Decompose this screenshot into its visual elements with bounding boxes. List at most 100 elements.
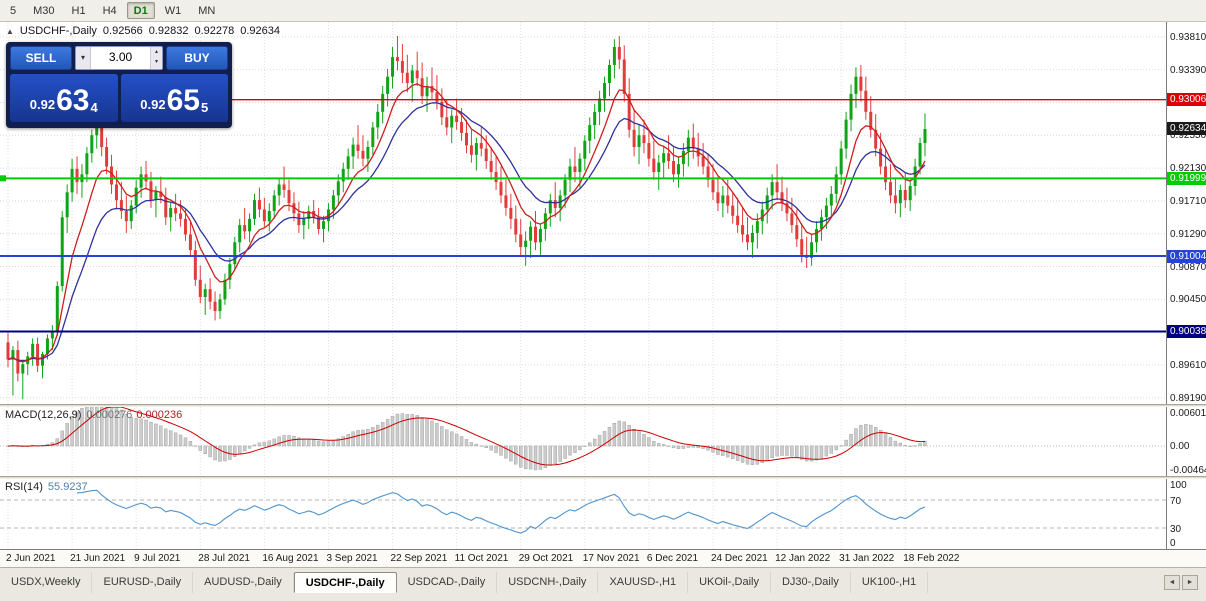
- macd-histogram-bar: [578, 445, 582, 451]
- one-click-trading-panel: SELL ▾ 3.00 ▴ ▾ BUY 0.92 63 4 0.92 65 5: [6, 42, 232, 128]
- main-chart-pane[interactable]: ▲ USDCHF-,Daily 0.92566 0.92832 0.92278 …: [0, 22, 1166, 404]
- tab-usdcnh-daily[interactable]: USDCNH-,Daily: [497, 572, 599, 593]
- timeframe-button-m30[interactable]: M30: [33, 5, 55, 17]
- price-badge-0.92634[interactable]: 0.92634: [1167, 122, 1206, 136]
- price-axis[interactable]: 0.938100.933900.929700.925500.921300.917…: [1166, 22, 1206, 567]
- candle-body: [652, 158, 656, 172]
- macd-histogram-bar: [361, 429, 365, 447]
- volume-dropdown-icon[interactable]: ▾: [76, 47, 91, 69]
- tab-usdchf-daily[interactable]: USDCHF-,Daily: [293, 572, 397, 593]
- candle-body: [164, 196, 168, 218]
- stepper-down-icon[interactable]: ▾: [154, 59, 158, 65]
- price-badge-0.91999[interactable]: 0.91999: [1167, 171, 1206, 185]
- timeframe-button-5[interactable]: 5: [10, 5, 17, 17]
- sell-button[interactable]: SELL: [10, 46, 72, 70]
- candle-body: [119, 200, 123, 212]
- macd-histogram-bar: [203, 445, 207, 454]
- sell-price-pip: 4: [90, 100, 98, 115]
- macd-histogram-bar: [849, 433, 853, 447]
- date-axis[interactable]: 2 Jun 2021 21 Jun 2021 9 Jul 2021 28 Jul 20…: [0, 549, 1206, 567]
- buy-price-pip: 5: [200, 100, 209, 115]
- timeframe-button-d1[interactable]: D1: [126, 2, 155, 19]
- stepper-up-icon[interactable]: ▴: [154, 49, 158, 55]
- macd-histogram-bar: [331, 440, 336, 447]
- buy-price[interactable]: 0.92 65 5: [120, 74, 228, 122]
- timeframe-button-h4[interactable]: H4: [102, 5, 117, 17]
- macd-indicator-pane[interactable]: MACD(12,26,9) 0.000276 0.000236: [0, 407, 1166, 476]
- pane-splitter-macd[interactable]: [0, 404, 1206, 407]
- pane-splitter-rsi[interactable]: [0, 476, 1206, 479]
- macd-histogram-bar: [292, 436, 296, 447]
- macd-signal-line: [7, 407, 925, 466]
- timeframe-button-mn[interactable]: MN: [198, 5, 216, 17]
- tab-usdcad-daily[interactable]: USDCAD-,Daily: [397, 572, 498, 593]
- tab-dj30-daily[interactable]: DJ30-,Daily: [771, 572, 851, 593]
- macd-histogram-bar: [592, 438, 597, 447]
- timeframe-button-w1[interactable]: W1: [164, 5, 182, 17]
- volume-value[interactable]: 3.00: [108, 50, 133, 64]
- candle-body: [134, 187, 138, 206]
- tab-uk100-h1[interactable]: UK100-,H1: [851, 572, 929, 593]
- tab-eurusd-daily[interactable]: EURUSD-,Daily: [92, 572, 194, 593]
- macd-histogram-bar: [538, 445, 543, 470]
- candle-body: [55, 286, 59, 331]
- price-badge-0.93006[interactable]: 0.93006: [1167, 93, 1206, 107]
- candle-body: [810, 242, 814, 258]
- tab-usdx-weekly[interactable]: USDX,Weekly: [0, 572, 93, 593]
- tab-ukoil-daily[interactable]: UKOil-,Daily: [688, 572, 771, 593]
- sell-price[interactable]: 0.92 63 4: [10, 74, 118, 122]
- macd-histogram-bar: [800, 445, 804, 460]
- macd-canvas[interactable]: [0, 407, 1166, 476]
- rsi-indicator-pane[interactable]: RSI(14) 55.9237: [0, 479, 1166, 549]
- macd-histogram-bar: [770, 445, 774, 459]
- timeframe-button-h1[interactable]: H1: [71, 5, 86, 17]
- main-chart-canvas[interactable]: [0, 22, 1166, 404]
- candle-body: [179, 213, 183, 219]
- candle-body: [105, 146, 109, 167]
- date-label: 11 Oct 2021: [454, 553, 509, 564]
- macd-histogram-bar: [568, 445, 572, 456]
- rsi-canvas[interactable]: [0, 479, 1166, 549]
- candle-body: [95, 125, 99, 136]
- macd-histogram-bar: [878, 429, 883, 447]
- candle-body: [874, 129, 878, 149]
- date-label: 17 Nov 2021: [582, 553, 640, 564]
- candle-body: [780, 192, 784, 204]
- macd-histogram-bar: [400, 413, 405, 447]
- candle-body: [124, 211, 128, 222]
- macd-histogram-bar: [474, 443, 479, 447]
- macd-histogram-bar: [459, 436, 464, 447]
- buy-button[interactable]: BUY: [166, 46, 228, 70]
- price-badge-0.90038[interactable]: 0.90038: [1167, 325, 1206, 338]
- macd-histogram-bar: [479, 445, 483, 447]
- hline-handle-support-green[interactable]: [0, 175, 6, 182]
- price-badge-0.91004[interactable]: 0.91004: [1167, 249, 1206, 263]
- candle-body: [534, 226, 538, 243]
- candle-body: [322, 221, 326, 230]
- candle-body: [854, 76, 858, 94]
- macd-histogram-bar: [706, 445, 710, 451]
- macd-histogram-bar: [464, 439, 469, 447]
- volume-control[interactable]: ▾ 3.00 ▴ ▾: [75, 46, 163, 70]
- tab-list: USDX,Weekly EURUSD-,Daily AUDUSD-,Daily USD…: [0, 572, 929, 593]
- tab-scroll-left-icon[interactable]: ◄: [1164, 575, 1180, 590]
- volume-stepper[interactable]: ▴ ▾: [150, 47, 162, 69]
- tab-scroll-right-icon[interactable]: ►: [1182, 575, 1198, 590]
- candle-body: [45, 338, 49, 355]
- date-label: 28 Jul 2021: [198, 553, 250, 564]
- tab-audusd-daily[interactable]: AUDUSD-,Daily: [193, 572, 294, 593]
- macd-histogram-bar: [395, 413, 400, 447]
- macd-histogram-bar: [114, 407, 119, 447]
- macd-histogram-bar: [385, 419, 390, 447]
- candle-body: [824, 205, 828, 218]
- macd-histogram-bar: [864, 424, 868, 447]
- macd-histogram-bar: [854, 428, 858, 447]
- price-axis-label: 0.93810: [1170, 31, 1206, 43]
- macd-histogram-bar: [213, 445, 217, 461]
- candle-body: [371, 127, 375, 147]
- macd-histogram-bar: [883, 433, 888, 447]
- tab-xauusd-h1[interactable]: XAUUSD-,H1: [598, 572, 689, 593]
- candle-body: [297, 213, 301, 226]
- candle-body: [243, 225, 247, 232]
- macd-histogram-bar: [913, 445, 917, 447]
